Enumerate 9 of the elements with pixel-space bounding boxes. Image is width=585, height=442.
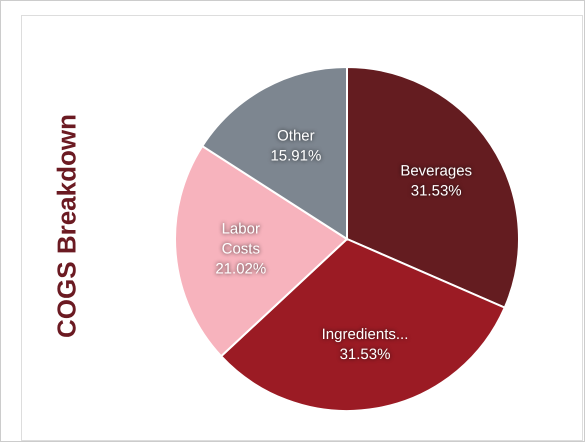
data-label: 31.53% [340, 346, 390, 364]
data-label: 31.53% [410, 182, 462, 200]
text: COGS Breakdown [52, 114, 82, 338]
data-label: 21.02% [215, 260, 266, 278]
slice-label: Ingredients... [322, 326, 408, 344]
slice-label: Labor Costs [222, 220, 260, 258]
slice-label: Beverages [400, 162, 472, 180]
data-label: 15.91% [270, 147, 322, 164]
slice-label: Other [277, 127, 315, 144]
